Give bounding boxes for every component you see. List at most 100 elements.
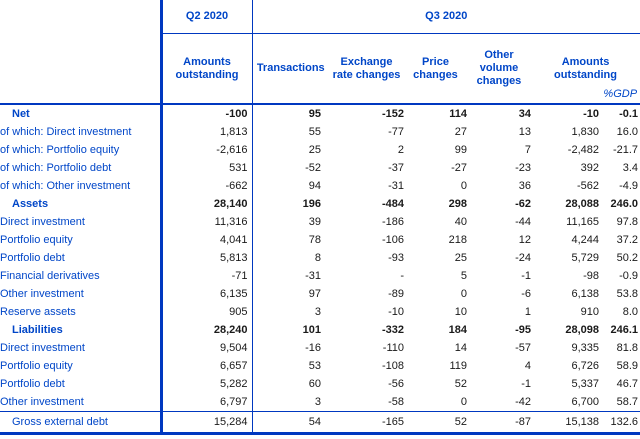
corner-cell <box>0 0 161 34</box>
cell-value: 7 <box>524 144 531 156</box>
cell-value: -332 <box>381 324 404 336</box>
cell-value: 15,138 <box>531 411 599 435</box>
cell-value: -58 <box>388 396 404 408</box>
gdp-unit-note: %GDP <box>603 88 638 100</box>
cell-value: -37 <box>388 162 404 174</box>
cell-value: -95 <box>515 324 531 336</box>
corner-cell-2 <box>0 33 161 105</box>
cell-value: -100 <box>159 104 253 123</box>
cell-value: 298 <box>448 198 467 210</box>
cell-value: 0 <box>460 288 467 300</box>
cell-value: 1 <box>524 306 531 318</box>
cell-value: 246.1 <box>610 324 639 336</box>
cell-value: 5 <box>460 270 467 282</box>
period-header-row: Q2 2020 Q3 2020 <box>0 0 640 34</box>
cell-value: -27 <box>451 162 467 174</box>
cell-value: -44 <box>515 216 531 228</box>
row-label: Direct investment <box>0 216 85 228</box>
row-label: Direct investment <box>0 342 85 354</box>
table-row: Net -100 95 -152 114 34 -10 -0.1 <box>0 104 640 123</box>
cell-value: 132.6 <box>599 411 640 435</box>
col-header-exchange-rate-changes: Exchange rate changes <box>329 33 404 105</box>
cell-value: 3.4 <box>622 162 639 174</box>
cell-value: 6,797 <box>159 393 253 412</box>
cell-value: 6,700 <box>571 396 599 408</box>
cell-value: 5,813 <box>159 249 253 267</box>
cell-value: 6,138 <box>571 288 599 300</box>
cell-value: -662 <box>159 177 253 195</box>
cell-value: -6 <box>521 288 531 300</box>
col-header-q3-amounts-outstanding: Amounts outstanding %GDP <box>531 33 640 105</box>
cell-value: -2,616 <box>159 141 253 159</box>
row-label: Portfolio equity <box>0 360 73 372</box>
cell-value: -152 <box>381 108 404 120</box>
col-header-transactions: Transactions <box>252 33 329 105</box>
cell-value: -87 <box>467 411 531 435</box>
cell-value: 52 <box>404 411 467 435</box>
cell-value: 36 <box>518 180 531 192</box>
table-row: Portfolio equity 6,657 53 -108 119 4 6,7… <box>0 357 640 375</box>
cell-value: 40 <box>454 216 467 228</box>
table-row: of which: Direct investment 1,813 55 -77… <box>0 123 640 141</box>
cell-value: 4,041 <box>159 231 253 249</box>
row-label: of which: Portfolio equity <box>0 144 120 156</box>
cell-value: 34 <box>518 108 531 120</box>
cell-value: 218 <box>448 234 467 246</box>
cell-value: -10 <box>583 108 599 120</box>
cell-value: -2,482 <box>567 144 599 156</box>
cell-value: 196 <box>302 198 321 210</box>
table-row: Reserve assets 905 3 -10 10 1 910 8.0 <box>0 303 640 321</box>
cell-value: 58.9 <box>616 360 639 372</box>
cell-value: 5,729 <box>571 252 599 264</box>
cell-value: 5,337 <box>571 378 599 390</box>
cell-value: 11,316 <box>159 213 253 231</box>
cell-value: 11,165 <box>566 216 599 228</box>
row-label: Portfolio debt <box>0 378 65 390</box>
table-row: Direct investment 9,504 -16 -110 14 -57 … <box>0 339 640 357</box>
cell-value: 94 <box>308 180 321 192</box>
cell-value: 52 <box>454 378 467 390</box>
cell-value: -42 <box>515 396 531 408</box>
cell-value: 4 <box>524 360 531 372</box>
cell-value: - <box>400 270 404 282</box>
cell-value: 55 <box>308 126 321 138</box>
row-label: Net <box>12 108 30 120</box>
table-row: of which: Other investment -662 94 -31 0… <box>0 177 640 195</box>
cell-value: -484 <box>381 198 404 210</box>
cell-value: 53 <box>308 360 321 372</box>
col-header-price-changes: Price changes <box>404 33 467 105</box>
row-label: Portfolio debt <box>0 252 65 264</box>
cell-value: 101 <box>302 324 321 336</box>
cell-value: 28,088 <box>565 198 599 210</box>
cell-value: 99 <box>454 144 467 156</box>
col-header-q3-2020: Q3 2020 <box>252 0 640 34</box>
col-header-q2-2020: Q2 2020 <box>159 0 253 34</box>
cell-value: 184 <box>448 324 467 336</box>
cell-value: 0 <box>460 180 467 192</box>
cell-value: 58.7 <box>616 396 639 408</box>
cell-value: 246.0 <box>610 198 639 210</box>
cell-value: 60 <box>308 378 321 390</box>
cell-value: -186 <box>381 216 404 228</box>
cell-value: 28,098 <box>565 324 599 336</box>
cell-value: 2 <box>397 144 404 156</box>
cell-value: 1,830 <box>571 126 599 138</box>
cell-value: -16 <box>305 342 321 354</box>
cell-value: -562 <box>576 180 599 192</box>
table-row: of which: Portfolio debt 531 -52 -37 -27… <box>0 159 640 177</box>
cell-value: -52 <box>305 162 321 174</box>
cell-value: 3 <box>314 306 321 318</box>
table-row: Assets 28,140 196 -484 298 -62 28,088 24… <box>0 195 640 213</box>
col-header-other-volume-changes: Other volume changes <box>467 33 531 105</box>
cell-value: -10 <box>388 306 404 318</box>
cell-value: 8.0 <box>622 306 639 318</box>
cell-value: -24 <box>515 252 531 264</box>
cell-value: -0.1 <box>619 108 639 120</box>
cell-value: 53.8 <box>616 288 639 300</box>
cell-value: 97.8 <box>616 216 639 228</box>
cell-value: 81.8 <box>616 342 639 354</box>
cell-value: 5,282 <box>159 375 253 393</box>
cell-value: 50.2 <box>616 252 639 264</box>
cell-value: 27 <box>454 126 467 138</box>
table-row: Financial derivatives -71 -31 - 5 -1 -98… <box>0 267 640 285</box>
